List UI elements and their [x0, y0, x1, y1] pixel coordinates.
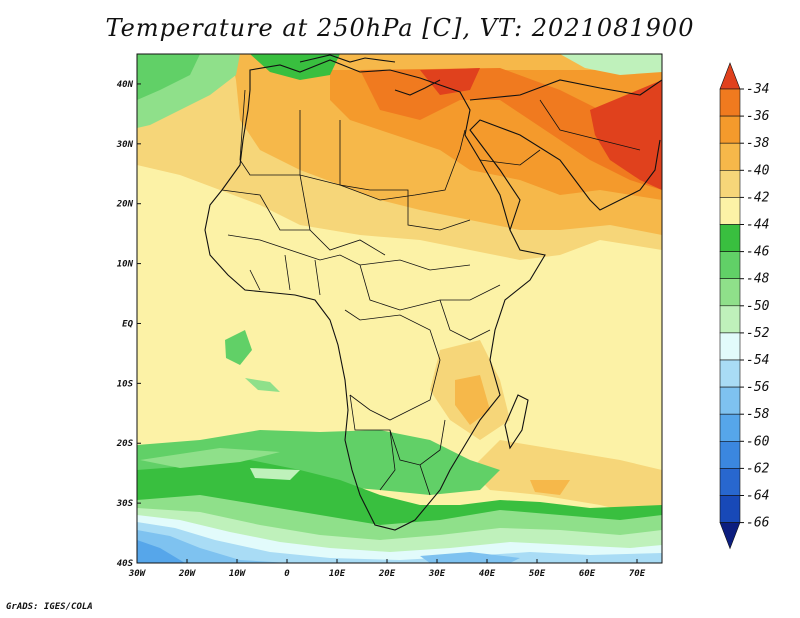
lon-tick-label: 70E [629, 569, 646, 579]
colorbar-label: -36 [746, 109, 770, 124]
country-borders [221, 89, 641, 496]
lat-tick-label: 40S [117, 559, 134, 569]
axis-ticks: 30W 20W 10W 0 10E 20E 30E 40E 50E 60E 70E 40N 30N 20N… [116, 80, 646, 579]
coastline-outlines [204, 54, 662, 531]
colorbar-label: -46 [746, 245, 770, 260]
lat-tick-label: 20N [116, 200, 134, 210]
lon-tick-label: 0 [284, 569, 290, 579]
colorbar-swatch [719, 278, 741, 307]
colorbar-label: -38 [746, 136, 770, 151]
colorbar-label: -60 [746, 434, 770, 449]
colorbar-label: -64 [746, 489, 769, 504]
lat-tick-label: 10S [117, 379, 134, 389]
colorbar-label: -50 [746, 299, 770, 314]
colorbar-swatch [719, 495, 741, 523]
grads-credit: GrADS: IGES/COLA [6, 602, 93, 612]
colorbar-label: -54 [746, 353, 769, 368]
lon-tick-label: 20W [178, 569, 197, 579]
colorbar-swatch [719, 197, 741, 225]
colorbar-swatch [719, 305, 741, 334]
lat-tick-label: 40N [117, 80, 134, 90]
colorbar-label: -34 [746, 82, 769, 97]
colorbar-swatch [719, 142, 741, 171]
lat-tick-label: 20S [116, 439, 134, 449]
colorbar-swatch [719, 468, 741, 496]
lat-tick-label: 30S [116, 499, 134, 509]
colorbar-swatch [719, 115, 741, 144]
colorbar-swatch [719, 170, 741, 198]
lon-tick-label: 20E [378, 569, 396, 579]
colorbar-swatch [719, 359, 741, 388]
colorbar-label: -56 [746, 380, 770, 395]
lat-tick-label: 10N [117, 260, 134, 270]
colorbar-label: -66 [746, 516, 770, 531]
colorbar-swatch [719, 88, 741, 117]
lon-tick-label: 30E [428, 569, 446, 579]
lon-tick-label: 40E [479, 569, 496, 579]
lat-tick-label: 30N [116, 140, 134, 150]
colorbar-bottom-arrow [719, 522, 741, 550]
plot-frame [136, 53, 663, 564]
colorbar-label: -42 [746, 190, 770, 205]
colorbar-swatch [719, 413, 741, 442]
colorbar-label: -62 [746, 461, 770, 476]
map-title: Temperature at 250hPa [C], VT: 202108190… [105, 14, 695, 42]
lon-tick-label: 30W [128, 569, 147, 579]
lon-tick-label: 10E [329, 569, 346, 579]
colorbar-swatch [719, 332, 741, 361]
colorbar-top-arrow [719, 62, 741, 90]
colorbar-label: -40 [746, 163, 770, 178]
colorbar-swatch [719, 251, 741, 280]
colorbar-swatch [719, 386, 741, 415]
colorbar-label: -52 [746, 326, 770, 341]
colorbar-label: -44 [746, 218, 769, 233]
colorbar-label: -58 [746, 407, 770, 422]
lon-tick-label: 60E [579, 569, 596, 579]
lat-tick-label: EQ [122, 319, 133, 329]
lon-tick-label: 50E [529, 569, 546, 579]
colorbar-swatch [719, 224, 741, 252]
temperature-field [137, 54, 662, 563]
colorbar: -34 -36 -38 -40 -42 -44 -46 -48 -50 -52 -54 -56 -58 -… [719, 62, 770, 550]
colorbar-swatch [719, 440, 741, 469]
lon-tick-label: 10W [229, 569, 247, 579]
colorbar-label: -48 [746, 272, 770, 287]
